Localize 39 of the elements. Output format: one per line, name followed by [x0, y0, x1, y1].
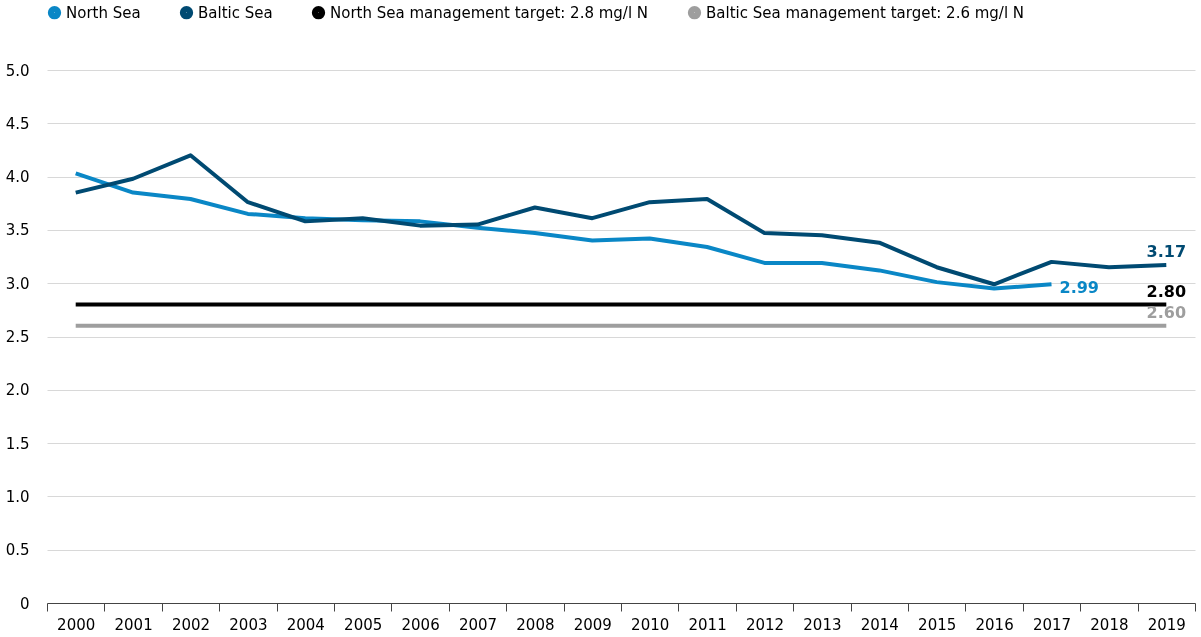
legend-label: Baltic Sea management target: 2.6 mg/l N — [706, 3, 1025, 22]
y-tick-label: 4.5 — [5, 114, 30, 133]
x-tick-label: 2004 — [286, 615, 325, 634]
x-tick-label: 2017 — [1032, 615, 1072, 634]
data-label: 2.60 — [1146, 302, 1187, 322]
x-tick-label: 2010 — [631, 615, 670, 634]
y-tick-label: 2.0 — [5, 381, 30, 400]
x-tick-label: 2008 — [516, 615, 555, 634]
x-tick-label: 2018 — [1090, 615, 1129, 634]
data-label: 3.17 — [1146, 242, 1187, 262]
x-tick-label: 2019 — [1147, 615, 1186, 634]
y-tick-label: 1.5 — [5, 434, 30, 453]
y-tick-label: 3.0 — [5, 274, 30, 293]
x-tick-label: 2015 — [918, 615, 957, 634]
data-label: 2.99 — [1059, 278, 1099, 298]
x-tick-label: 2009 — [573, 615, 612, 634]
legend-label: North Sea management target: 2.8 mg/l N — [330, 3, 649, 22]
y-tick-label: 1.0 — [5, 487, 30, 506]
x-tick-label: 2014 — [860, 615, 899, 634]
legend-label: Baltic Sea — [198, 3, 273, 22]
x-tick-label: 2001 — [114, 615, 153, 634]
legend-label: North Sea — [66, 3, 141, 22]
y-tick-label: 4.0 — [5, 168, 30, 187]
x-tick-label: 2007 — [458, 615, 498, 634]
y-tick-label: 2.5 — [5, 328, 30, 346]
x-tick-label: 2003 — [229, 615, 268, 634]
y-tick-label: 0 — [19, 594, 30, 613]
y-tick-label: 0.5 — [5, 541, 30, 560]
x-tick-label: 2016 — [975, 615, 1014, 634]
x-tick-label: 2000 — [57, 615, 96, 634]
x-tick-label: 2012 — [745, 615, 785, 634]
data-label: 2.80 — [1146, 281, 1187, 301]
x-tick-label: 2006 — [401, 615, 440, 634]
x-tick-label: 2005 — [344, 615, 383, 634]
x-tick-label: 2002 — [171, 615, 211, 634]
x-tick-label: 2011 — [688, 615, 727, 634]
y-tick-label: 3.5 — [5, 221, 30, 240]
y-tick-label: 5.0 — [5, 61, 30, 80]
x-tick-label: 2013 — [803, 615, 842, 634]
